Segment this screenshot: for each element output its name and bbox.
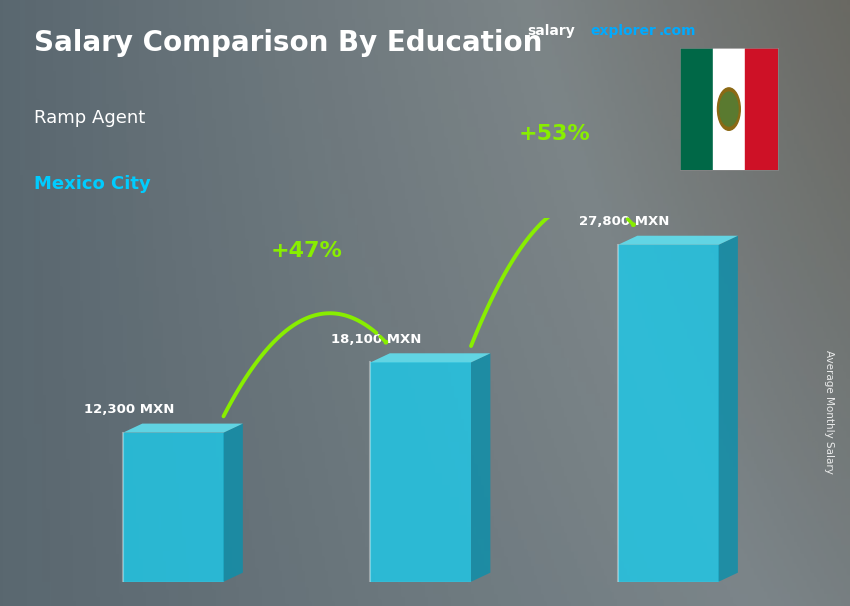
- Text: 27,800 MXN: 27,800 MXN: [579, 216, 669, 228]
- Polygon shape: [371, 362, 471, 582]
- Text: Salary Comparison By Education: Salary Comparison By Education: [34, 29, 542, 57]
- Circle shape: [717, 88, 740, 130]
- Bar: [712, 48, 745, 170]
- Bar: [680, 48, 712, 170]
- Text: salary: salary: [527, 24, 575, 38]
- Bar: [745, 48, 778, 170]
- Polygon shape: [618, 245, 718, 582]
- Text: .com: .com: [659, 24, 696, 38]
- Text: Mexico City: Mexico City: [34, 175, 150, 193]
- Polygon shape: [224, 424, 243, 582]
- Text: Ramp Agent: Ramp Agent: [34, 109, 145, 127]
- Text: explorer: explorer: [591, 24, 656, 38]
- Polygon shape: [618, 236, 738, 245]
- Polygon shape: [371, 353, 490, 362]
- Circle shape: [720, 92, 738, 126]
- Text: 12,300 MXN: 12,300 MXN: [83, 404, 174, 416]
- Text: +53%: +53%: [518, 124, 590, 144]
- Text: 18,100 MXN: 18,100 MXN: [332, 333, 422, 346]
- Polygon shape: [718, 236, 738, 582]
- Polygon shape: [123, 433, 224, 582]
- Text: +47%: +47%: [270, 241, 343, 262]
- Polygon shape: [471, 353, 490, 582]
- Polygon shape: [123, 424, 243, 433]
- Text: Average Monthly Salary: Average Monthly Salary: [824, 350, 834, 474]
